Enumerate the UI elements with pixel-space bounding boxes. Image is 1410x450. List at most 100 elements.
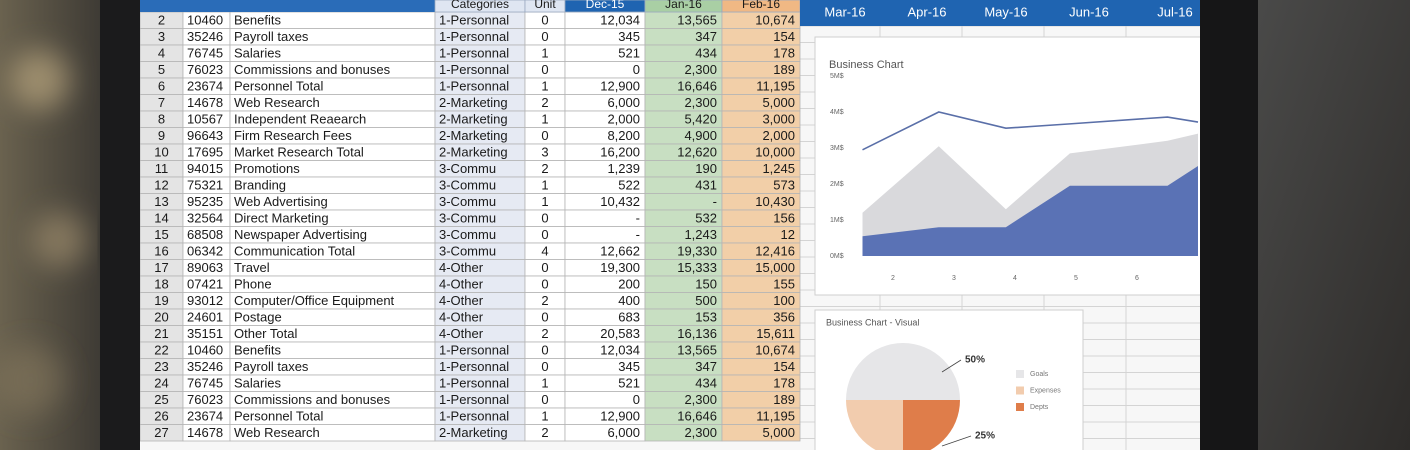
bezel-left	[100, 0, 140, 450]
cell-text: 0	[633, 62, 640, 77]
month-header: Jul-16	[1157, 4, 1192, 19]
cell-text: 16	[154, 244, 168, 259]
sheet: 2 10460 Benefits 1-Personnal 0 12,034 13,565 10…	[140, 0, 1200, 450]
legend-label: Depts	[1030, 404, 1049, 411]
cell-text: 2-Marketing	[439, 425, 508, 440]
cell-text: 0	[541, 277, 548, 292]
cell-text: 14678	[187, 95, 223, 110]
cell-text: 0	[541, 13, 548, 28]
cell-text: 1-Personnal	[439, 29, 509, 44]
cell-text: 4,900	[684, 128, 717, 143]
line	[862, 111, 1199, 151]
cell-text: 6,000	[607, 425, 640, 440]
cell-text: Direct Marketing	[234, 211, 329, 226]
cell-text: 76745	[187, 376, 223, 391]
cell-text: 178	[773, 376, 795, 391]
cell-text: 10,674	[755, 13, 795, 28]
cell-text: 10567	[187, 112, 223, 127]
cell-text: 2	[541, 161, 548, 176]
cell-text: 0	[633, 392, 640, 407]
cell-text: 4-Other	[439, 277, 484, 292]
y-tick-label: 0M$	[830, 253, 844, 260]
cell-text: Phone	[234, 277, 272, 292]
legend-swatch	[1016, 370, 1024, 378]
cell-text: 3	[158, 29, 165, 44]
chart-title: Business Chart	[829, 59, 904, 71]
cell-text: Web Research	[234, 95, 320, 110]
cell-text: 19,330	[677, 244, 717, 259]
cell-text: 32564	[187, 211, 223, 226]
cell-text: 431	[695, 178, 717, 193]
cell-text: 20,583	[600, 326, 640, 341]
header-text: Dec-15	[586, 0, 625, 11]
cell-text: 2,300	[684, 392, 717, 407]
cell-text: 5,000	[762, 95, 795, 110]
bokeh	[0, 50, 88, 415]
cell-text: 0	[541, 62, 548, 77]
cell-text: 2,300	[684, 95, 717, 110]
cell-text: 25	[154, 392, 168, 407]
cell-text: 76023	[187, 392, 223, 407]
legend-label: Goals	[1030, 371, 1049, 378]
pie-slice	[903, 400, 960, 450]
cell-text: 2-Marketing	[439, 128, 508, 143]
cell-text: 2	[541, 326, 548, 341]
cell-text: 3-Commu	[439, 244, 496, 259]
cell-text: 20	[154, 310, 168, 325]
cell-text: 532	[695, 211, 717, 226]
cell-text: 35246	[187, 359, 223, 374]
cell-text: 5,000	[762, 425, 795, 440]
cell-text: 400	[618, 293, 640, 308]
cell-text: 4-Other	[439, 260, 484, 275]
cell-text: 5,420	[684, 112, 717, 127]
cell-text: 14	[154, 211, 168, 226]
cell-text: 22	[154, 343, 168, 358]
pie-slice	[846, 400, 903, 450]
x-tick-label: 6	[1135, 275, 1139, 282]
cell-text: 0	[541, 260, 548, 275]
month-header: Jun-16	[1069, 4, 1109, 19]
cell-text: 1-Personnal	[439, 392, 509, 407]
cell-text: 4	[158, 46, 165, 61]
y-tick-label: 3M$	[830, 145, 844, 152]
cell-text: 12,900	[600, 79, 640, 94]
leader-line	[941, 359, 962, 373]
cell-text: 11,195	[756, 409, 795, 424]
cell-text: 2	[158, 13, 165, 28]
cell-text: 1-Personnal	[439, 376, 509, 391]
cell-text: 2	[541, 425, 548, 440]
value-label: 50%	[965, 355, 985, 366]
cell-text: 573	[773, 178, 795, 193]
cell-text: 2-Marketing	[439, 145, 508, 160]
cell-text: 4-Other	[439, 293, 484, 308]
cell-text: 1-Personnal	[439, 343, 509, 358]
cell-text: Salaries	[234, 46, 281, 61]
y-tick-label: 2M$	[830, 181, 844, 188]
cell-text: 11,195	[756, 79, 795, 94]
cell-text: 0	[541, 359, 548, 374]
cell-text: 4-Other	[439, 326, 484, 341]
cell-text: 1-Personnal	[439, 79, 509, 94]
cell-text: 35151	[187, 326, 223, 341]
cell-text: 12,034	[600, 343, 640, 358]
cell-text: 347	[695, 359, 717, 374]
cell-text: 1-Personnal	[439, 46, 509, 61]
cell-text: 3	[541, 145, 548, 160]
cell-text: 7	[158, 95, 165, 110]
leader-line	[941, 435, 972, 447]
month-header-bar	[800, 0, 1200, 26]
cell-text: 1,245	[762, 161, 795, 176]
cell-text: 89063	[187, 260, 223, 275]
cell-text: Personnel Total	[234, 79, 323, 94]
x-tick-label: 3	[952, 275, 956, 282]
cell-text: 1	[541, 79, 548, 94]
cell-text: 6	[158, 79, 165, 94]
cell-text: 178	[773, 46, 795, 61]
cell-text: 16,646	[677, 79, 717, 94]
cell-text: 3-Commu	[439, 161, 496, 176]
cell-text: 155	[773, 277, 795, 292]
cell-text: Promotions	[234, 161, 300, 176]
cell-text: 2-Marketing	[439, 95, 508, 110]
cell-text: 8,200	[607, 128, 640, 143]
cell-text: 19	[154, 293, 168, 308]
